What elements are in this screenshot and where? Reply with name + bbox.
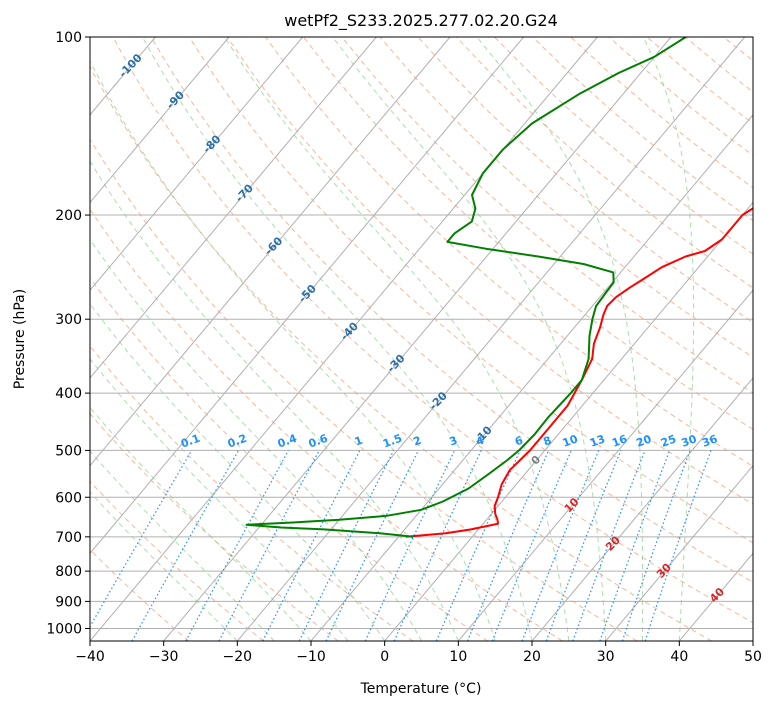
temperature-profile <box>405 207 753 538</box>
series-layer <box>245 37 753 538</box>
x-tick-label: 30 <box>597 649 615 665</box>
dry-adiabat <box>90 548 190 641</box>
mixing-ratio-label: 20 <box>634 432 653 450</box>
isotherm <box>457 289 753 641</box>
moist-adiabat <box>642 37 695 641</box>
dry-adiabat <box>90 480 264 641</box>
mixing-ratio-line <box>298 450 395 641</box>
x-tick-label: 40 <box>670 649 688 665</box>
x-tick-label: −40 <box>75 649 105 665</box>
dry-adiabat <box>341 37 753 394</box>
x-tick-label: 50 <box>744 649 762 665</box>
mixing-ratio-line <box>545 450 622 641</box>
mixing-ratio-line <box>466 450 550 641</box>
mixing-ratio-line <box>491 450 572 641</box>
moist-adiabat <box>224 37 570 641</box>
mixing-ratio-label: 16 <box>610 432 629 450</box>
y-tick-label: 700 <box>55 530 82 546</box>
dry-adiabat <box>188 37 753 544</box>
y-tick-label: 1000 <box>46 621 82 637</box>
isotherm <box>90 37 525 555</box>
dry-adiabat <box>265 37 753 467</box>
mixing-ratio-label: 10 <box>561 432 580 450</box>
dry-adiabat <box>455 37 753 289</box>
isotherm <box>531 377 753 641</box>
mixing-ratio-label: 30 <box>680 432 699 450</box>
mixing-ratio-line <box>599 450 671 641</box>
axes: −40 −30 −20 −10 0 10 20 30 40 5010020030040050060… <box>46 30 762 665</box>
isotherm <box>236 37 746 641</box>
dry-adiabat <box>112 37 753 624</box>
y-tick-label: 300 <box>55 312 82 328</box>
background-lines <box>90 37 753 641</box>
plot-frame <box>89 36 754 642</box>
mixing-ratio-line <box>521 450 600 641</box>
moist-adiabat <box>90 450 275 641</box>
x-tick-label: −10 <box>296 649 326 665</box>
mixing-ratio-line <box>572 450 646 641</box>
x-tick-label: 20 <box>523 649 541 665</box>
mixing-ratio-label: 1.5 <box>381 432 404 451</box>
mixing-ratio-label: 36 <box>700 432 719 450</box>
mixing-ratio-label: 0.2 <box>226 432 249 451</box>
plot-area: -100-90-80-70-60-50-40-30-20-100.1 0.2 0.4… <box>90 37 753 641</box>
mixing-ratio-line <box>393 450 482 641</box>
mixing-ratio-label: 8 <box>542 434 554 449</box>
mixing-ratio-line <box>262 450 361 641</box>
isotherm <box>310 114 753 641</box>
dry-adiabat <box>226 37 753 505</box>
mixing-ratio-label: 6 <box>513 434 525 449</box>
x-tick-label: −20 <box>223 649 253 665</box>
x-tick-label: 10 <box>449 649 467 665</box>
y-tick-label: 200 <box>55 208 82 224</box>
x-axis-label: Temperature (°C) <box>360 681 482 697</box>
dewpoint-profile <box>245 37 687 538</box>
mixing-ratio-label: 2 <box>411 434 423 449</box>
mixing-ratio-line <box>621 450 691 641</box>
moist-adiabat <box>476 37 644 641</box>
mixing-ratio-label: 25 <box>659 432 678 449</box>
mixing-ratio-label: 0.4 <box>276 432 299 451</box>
isotherm <box>163 37 672 641</box>
mixing-ratio-label: 1 <box>353 434 365 449</box>
y-tick-label: 900 <box>55 594 82 610</box>
mixing-ratio-label: 3 <box>448 434 460 449</box>
moist-adiabat <box>90 238 422 641</box>
isotherm <box>90 37 377 379</box>
mixing-ratio-line <box>131 450 240 641</box>
moist-adiabat <box>90 59 496 641</box>
mixing-ratio-line <box>644 450 712 641</box>
moist-adiabat <box>332 37 607 641</box>
mixing-ratio-label: 0.6 <box>307 432 330 451</box>
isotherm <box>605 464 753 641</box>
moist-adiabat <box>90 358 349 641</box>
x-tick-label: 0 <box>380 649 389 665</box>
dry-adiabat <box>150 37 753 583</box>
y-tick-label: 600 <box>55 490 82 506</box>
mixing-ratio-label: 4 <box>474 434 486 449</box>
isotherm <box>90 37 598 641</box>
y-tick-label: 400 <box>55 386 82 402</box>
mixing-ratio-line <box>185 450 290 641</box>
isotherm <box>90 37 451 467</box>
y-tick-label: 500 <box>55 443 82 459</box>
mixing-ratio-label: 0.1 <box>179 432 202 451</box>
dry-adiabat <box>90 277 488 641</box>
x-tick-label: −30 <box>149 649 179 665</box>
y-tick-label: 800 <box>55 564 82 580</box>
y-tick-label: 100 <box>55 30 82 46</box>
isotherm <box>90 37 230 204</box>
isotherm <box>384 201 753 641</box>
moist-adiabat <box>141 37 533 641</box>
chart-title: wetPf2_S233.2025.277.02.20.G24 <box>284 11 558 31</box>
mixing-ratio-line <box>435 450 521 641</box>
mixing-ratio-label: 13 <box>588 432 607 449</box>
dry-adiabat <box>90 412 339 641</box>
isotherm <box>90 37 304 291</box>
moist-adiabat <box>90 160 459 641</box>
y-axis-label: Pressure (hPa) <box>12 289 28 389</box>
